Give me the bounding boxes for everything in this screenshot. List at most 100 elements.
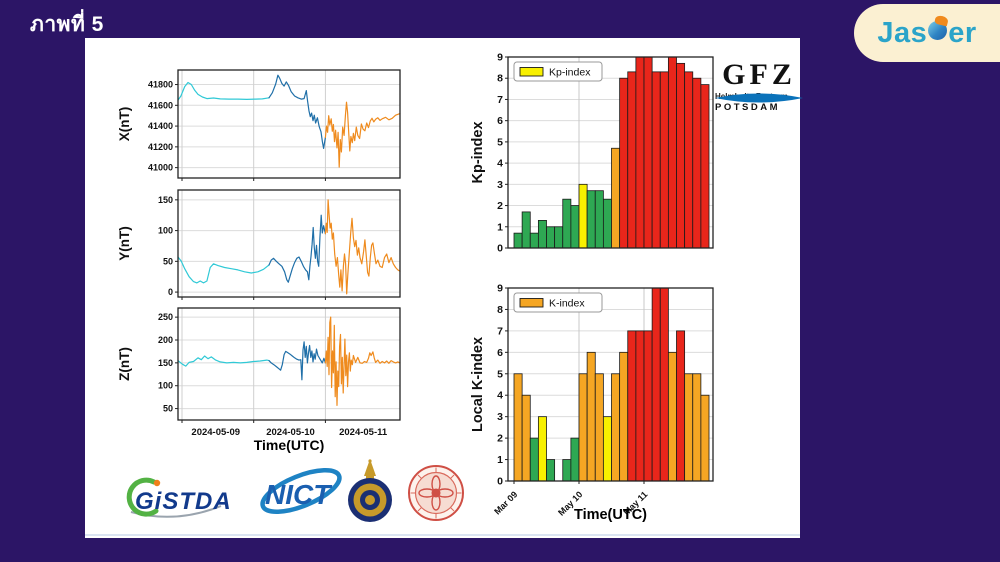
kp-bar <box>586 190 596 249</box>
kp-bar <box>676 62 686 249</box>
kp-bar <box>700 84 710 249</box>
k-bar <box>611 373 621 482</box>
k-bar <box>562 459 572 482</box>
x-tick-label: 2024-05-11 <box>339 427 388 438</box>
y-tick-label: 50 <box>163 404 173 414</box>
y-tick-label: 8 <box>497 304 503 316</box>
y-tick-label: 3 <box>497 411 503 423</box>
k-bar <box>529 437 539 482</box>
y-axis-label: Z(nT) <box>117 347 132 381</box>
x-series-line <box>177 81 270 101</box>
y-tick-label: 100 <box>158 381 173 391</box>
kp-bar <box>643 56 653 249</box>
x-tick-label: 2024-05-10 <box>266 427 315 438</box>
y-tick-label: 41600 <box>148 100 173 110</box>
y-series-line <box>324 199 401 295</box>
y-tick-label: 9 <box>497 283 503 295</box>
k-bar <box>684 373 694 482</box>
kp-bar <box>594 190 604 249</box>
k-bar <box>692 373 702 482</box>
z-series-line <box>324 316 401 407</box>
y-tick-label: 0 <box>497 243 503 255</box>
k-bar <box>594 373 604 482</box>
y-tick-label: 4 <box>497 390 503 402</box>
y-series-line <box>268 214 326 283</box>
plot-area <box>178 308 400 420</box>
y-tick-label: 41000 <box>148 163 173 173</box>
y-tick-label: 4 <box>497 158 503 170</box>
kp-bar <box>537 220 547 249</box>
y-axis-label: X(nT) <box>117 107 132 142</box>
k-bar <box>570 437 580 482</box>
y-tick-label: 6 <box>497 115 503 127</box>
y-tick-label: 5 <box>497 136 503 148</box>
k-bar <box>546 459 556 482</box>
y-tick-label: 41800 <box>148 80 173 90</box>
university-emblem-red <box>408 465 464 521</box>
k-bar <box>619 351 629 482</box>
x-tick-label: Mar 09 <box>492 489 519 516</box>
k-bar <box>627 330 637 482</box>
plot-border <box>177 307 401 421</box>
kp-bar <box>619 77 629 249</box>
legend-label: K-index <box>549 298 585 310</box>
k-bar <box>521 394 531 482</box>
y-tick-label: 200 <box>158 335 173 345</box>
jasper-text-pre: Jas <box>877 16 928 49</box>
x-series-line <box>324 101 401 168</box>
k-bar <box>513 373 523 482</box>
nict-logo: NICT <box>260 468 342 514</box>
y-tick-label: 0 <box>497 476 503 488</box>
y-tick-label: 41400 <box>148 121 173 131</box>
magnetometer-x-chart: 41000 41200 41400 41600 41800 X(nT) <box>117 69 401 181</box>
k-bar <box>676 330 686 482</box>
kp-bar <box>602 198 612 249</box>
z-series-line <box>177 355 270 367</box>
gfz-logo-title: GFZ <box>722 58 796 91</box>
legend-swatch <box>519 67 544 77</box>
y-tick-label: 6 <box>497 347 503 359</box>
y-tick-label: 3 <box>497 179 503 191</box>
kp-bar <box>546 226 556 249</box>
x-axis-label: Time(UTC) <box>254 437 325 453</box>
k-bar <box>659 287 669 482</box>
y-axis-label: Local K-index <box>470 337 486 432</box>
k-bar <box>586 351 596 482</box>
kp-bar <box>684 71 694 249</box>
university-emblem-gold <box>348 459 392 522</box>
y-tick-label: 7 <box>497 325 503 337</box>
nict-logo-text: NICT <box>265 479 333 510</box>
plot-border <box>177 69 401 179</box>
legend-label: Kp-index <box>549 67 591 79</box>
legend-swatch <box>519 298 544 308</box>
x-tick-label: 2024-05-09 <box>191 427 240 438</box>
kp-bar <box>578 183 588 249</box>
kp-bar <box>667 56 677 249</box>
x-axis-label: Time(UTC) <box>574 507 647 523</box>
k-bar <box>635 330 645 482</box>
gistda-logo: GiSTDA <box>126 477 231 518</box>
z-series-line <box>268 341 326 381</box>
k-bar <box>602 416 612 482</box>
plot-border <box>177 189 401 298</box>
jasper-text-post: er <box>948 16 977 49</box>
kp-bar <box>562 198 572 249</box>
plot-border <box>507 287 714 482</box>
kp-bar <box>513 232 523 249</box>
y-tick-label: 9 <box>497 52 503 64</box>
y-tick-label: 1 <box>497 221 503 233</box>
y-tick-label: 7 <box>497 94 503 106</box>
y-tick-label: 0 <box>168 287 173 297</box>
magnetometer-z-chart: 50 100 150 200 250 Z(nT) 2024-05-09 2024-05-10 2… <box>117 307 401 453</box>
kp-bar <box>651 71 661 249</box>
kp-bar <box>529 232 539 249</box>
jasper-logo: Jas er <box>854 4 1000 62</box>
k-bar <box>667 351 677 482</box>
y-tick-label: 2 <box>497 433 503 445</box>
y-tick-label: 150 <box>158 358 173 368</box>
y-tick-label: 250 <box>158 312 173 322</box>
y-tick-label: 41200 <box>148 142 173 152</box>
kp-bar <box>611 147 621 249</box>
